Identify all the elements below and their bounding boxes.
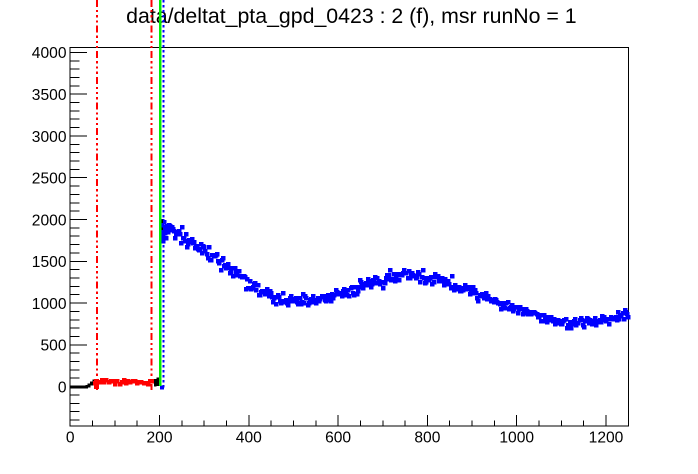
svg-text:1200: 1200	[589, 429, 624, 446]
svg-text:200: 200	[146, 429, 172, 446]
svg-text:0: 0	[66, 429, 75, 446]
svg-text:400: 400	[236, 429, 262, 446]
svg-text:3000: 3000	[32, 129, 67, 146]
svg-text:0: 0	[58, 379, 67, 396]
svg-text:1000: 1000	[32, 296, 67, 313]
svg-text:2000: 2000	[32, 212, 67, 229]
svg-text:500: 500	[40, 338, 66, 355]
svg-text:4000: 4000	[32, 45, 67, 62]
svg-text:data/deltat_pta_gpd_0423 : 2 (: data/deltat_pta_gpd_0423 : 2 (f), msr ru…	[126, 4, 576, 28]
svg-text:1500: 1500	[32, 254, 67, 271]
svg-text:600: 600	[325, 429, 351, 446]
svg-text:3500: 3500	[32, 87, 67, 104]
svg-text:1000: 1000	[499, 429, 534, 446]
svg-text:2500: 2500	[32, 171, 67, 188]
svg-text:800: 800	[414, 429, 440, 446]
